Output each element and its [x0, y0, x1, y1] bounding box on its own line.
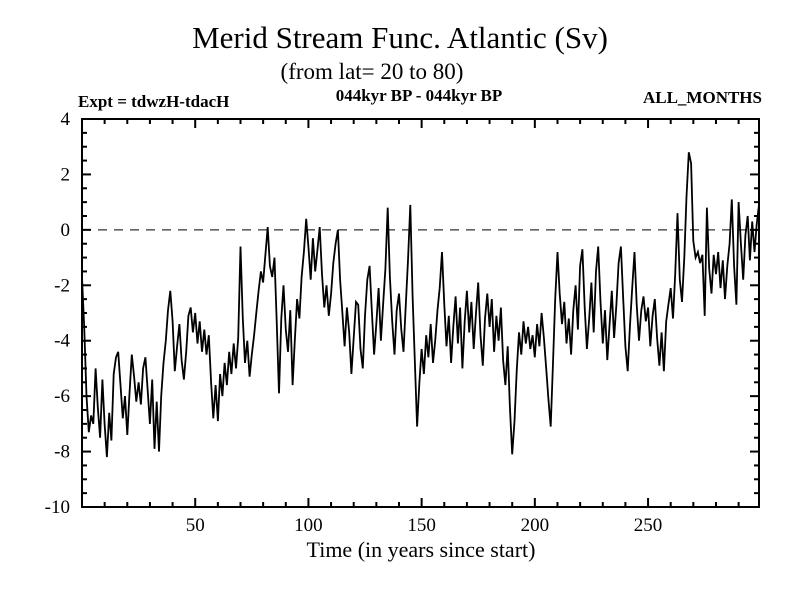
y-tick-label: 2 [61, 164, 71, 185]
data-series-line [81, 152, 760, 458]
chart-title: Merid Stream Func. Atlantic (Sv) [192, 20, 608, 55]
y-tick-label: 4 [61, 109, 71, 130]
experiment-label: Expt = tdwzH-tdacH [78, 92, 230, 111]
y-tick-label: -8 [54, 442, 70, 463]
y-tick-label: -4 [54, 331, 70, 352]
chart-subtitle: (from lat= 20 to 80) [280, 59, 464, 84]
y-tick-label: -10 [45, 497, 70, 518]
x-axis-label: Time (in years since start) [306, 537, 536, 562]
x-tick-label: 100 [294, 515, 323, 536]
y-tick-label: -2 [54, 275, 70, 296]
x-tick-label: 200 [521, 515, 550, 536]
axes-box [81, 118, 760, 508]
x-tick-label: 250 [634, 515, 663, 536]
period-label: 044kyr BP - 044kyr BP [335, 86, 503, 105]
y-tick-label: 0 [61, 220, 71, 241]
y-tick-label: -6 [54, 386, 70, 407]
months-label: ALL_MONTHS [642, 88, 762, 107]
x-tick-label: 150 [407, 515, 436, 536]
x-tick-label: 50 [186, 515, 205, 536]
